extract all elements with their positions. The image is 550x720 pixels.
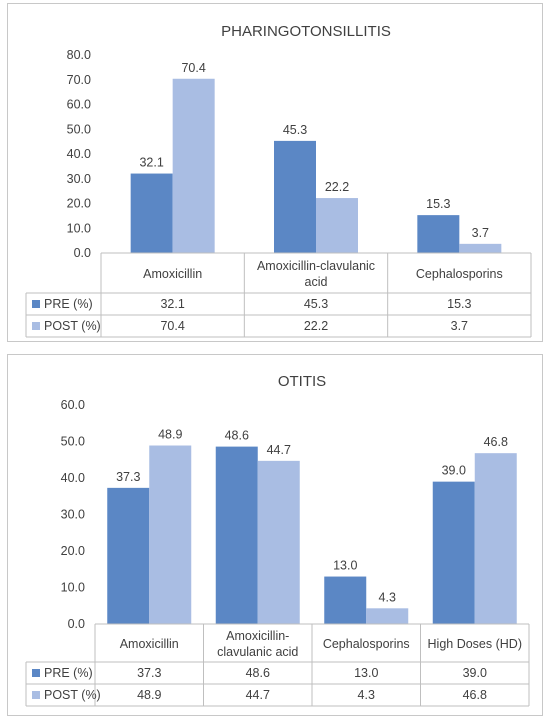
- table-cell: 48.6: [246, 666, 270, 680]
- table-cell: 39.0: [463, 666, 487, 680]
- data-label: 39.0: [442, 464, 466, 478]
- table-cell: 32.1: [160, 297, 184, 311]
- category-label: acid: [305, 275, 328, 289]
- data-label: 37.3: [116, 470, 140, 484]
- bar-pre: [324, 576, 367, 624]
- bar-pre: [432, 481, 475, 624]
- legend-label: POST (%): [44, 688, 101, 702]
- y-tick-label: 40.0: [61, 471, 85, 485]
- legend-key-pre: [32, 669, 40, 677]
- chart-title: OTITIS: [278, 373, 326, 390]
- table-cell: 22.2: [304, 319, 328, 333]
- data-label: 48.6: [225, 429, 249, 443]
- y-tick-label: 0.0: [68, 617, 85, 631]
- bar-post: [459, 243, 502, 253]
- legend-key-post: [32, 691, 40, 699]
- y-tick-label: 60.0: [67, 98, 91, 112]
- y-tick-label: 60.0: [61, 398, 85, 412]
- data-label: 22.2: [325, 180, 349, 194]
- y-tick-label: 40.0: [67, 147, 91, 161]
- y-tick-label: 20.0: [61, 544, 85, 558]
- chart-otitis: OTITIS 0.0 10.0 20.0 30.0 40.0 50.0 60.0 37.3 48.…: [25, 373, 530, 707]
- category-label: Cephalosporins: [323, 637, 410, 651]
- bar-pre: [130, 173, 173, 253]
- data-label: 4.3: [379, 590, 396, 604]
- legend-label: POST (%): [44, 319, 101, 333]
- table-cell: 3.7: [451, 319, 468, 333]
- bar-pre: [107, 487, 150, 624]
- chart-title: PHARINGOTONSILLITIS: [221, 23, 391, 40]
- y-tick-label: 50.0: [61, 435, 85, 449]
- y-tick-label: 0.0: [74, 246, 91, 260]
- table-cell: 15.3: [447, 297, 471, 311]
- category-label: clavulanic acid: [217, 645, 298, 659]
- bar-post: [474, 453, 517, 624]
- legend-label: PRE (%): [44, 666, 93, 680]
- category-label: Cephalosporins: [416, 267, 503, 281]
- data-label: 44.7: [267, 443, 291, 457]
- bar-post: [366, 608, 409, 624]
- table-cell: 70.4: [160, 319, 184, 333]
- data-label: 45.3: [283, 123, 307, 137]
- table-cell: 4.3: [358, 688, 375, 702]
- table-cell: 48.9: [137, 688, 161, 702]
- legend-label: PRE (%): [44, 297, 93, 311]
- category-label: High Doses (HD): [428, 637, 522, 651]
- data-label: 48.9: [158, 428, 182, 442]
- y-tick-label: 10.0: [67, 221, 91, 235]
- table-cell: 13.0: [354, 666, 378, 680]
- y-tick-label: 10.0: [61, 581, 85, 595]
- table-cell: 45.3: [304, 297, 328, 311]
- table-cell: 37.3: [137, 666, 161, 680]
- data-label: 3.7: [472, 226, 489, 240]
- category-label: Amoxicillin-: [226, 629, 289, 643]
- bar-post: [316, 198, 358, 253]
- chart-panel-pharingotonsillitis: PHARINGOTONSILLITIS 0.0 10.0 20.0 30.0 40.0 50…: [7, 3, 543, 342]
- bar-post: [172, 78, 215, 253]
- category-label: Amoxicillin: [120, 637, 179, 651]
- category-label: Amoxicillin: [143, 267, 202, 281]
- bar-pre: [417, 215, 460, 253]
- y-tick-label: 30.0: [61, 508, 85, 522]
- category-label: Amoxicillin-clavulanic: [257, 259, 375, 273]
- data-label: 15.3: [426, 197, 450, 211]
- bar-post: [149, 445, 192, 624]
- data-label: 32.1: [139, 156, 163, 170]
- legend-key-post: [32, 322, 40, 330]
- y-tick-label: 70.0: [67, 73, 91, 87]
- table-cell: 46.8: [463, 688, 487, 702]
- chart-pharingotonsillitis: PHARINGOTONSILLITIS 0.0 10.0 20.0 30.0 40.0 50…: [25, 23, 532, 338]
- table-cell: 44.7: [246, 688, 270, 702]
- bar-pre: [215, 446, 258, 624]
- data-label: 13.0: [333, 559, 357, 573]
- bar-pre: [274, 140, 316, 253]
- legend-key-pre: [32, 300, 40, 308]
- chart-panel-otitis: OTITIS 0.0 10.0 20.0 30.0 40.0 50.0 60.0 37.3 48.…: [7, 354, 543, 716]
- bar-post: [257, 460, 300, 624]
- y-tick-label: 20.0: [67, 197, 91, 211]
- y-tick-label: 80.0: [67, 48, 91, 62]
- y-tick-label: 50.0: [67, 122, 91, 136]
- data-label: 46.8: [484, 435, 508, 449]
- y-tick-label: 30.0: [67, 172, 91, 186]
- data-label: 70.4: [181, 61, 205, 75]
